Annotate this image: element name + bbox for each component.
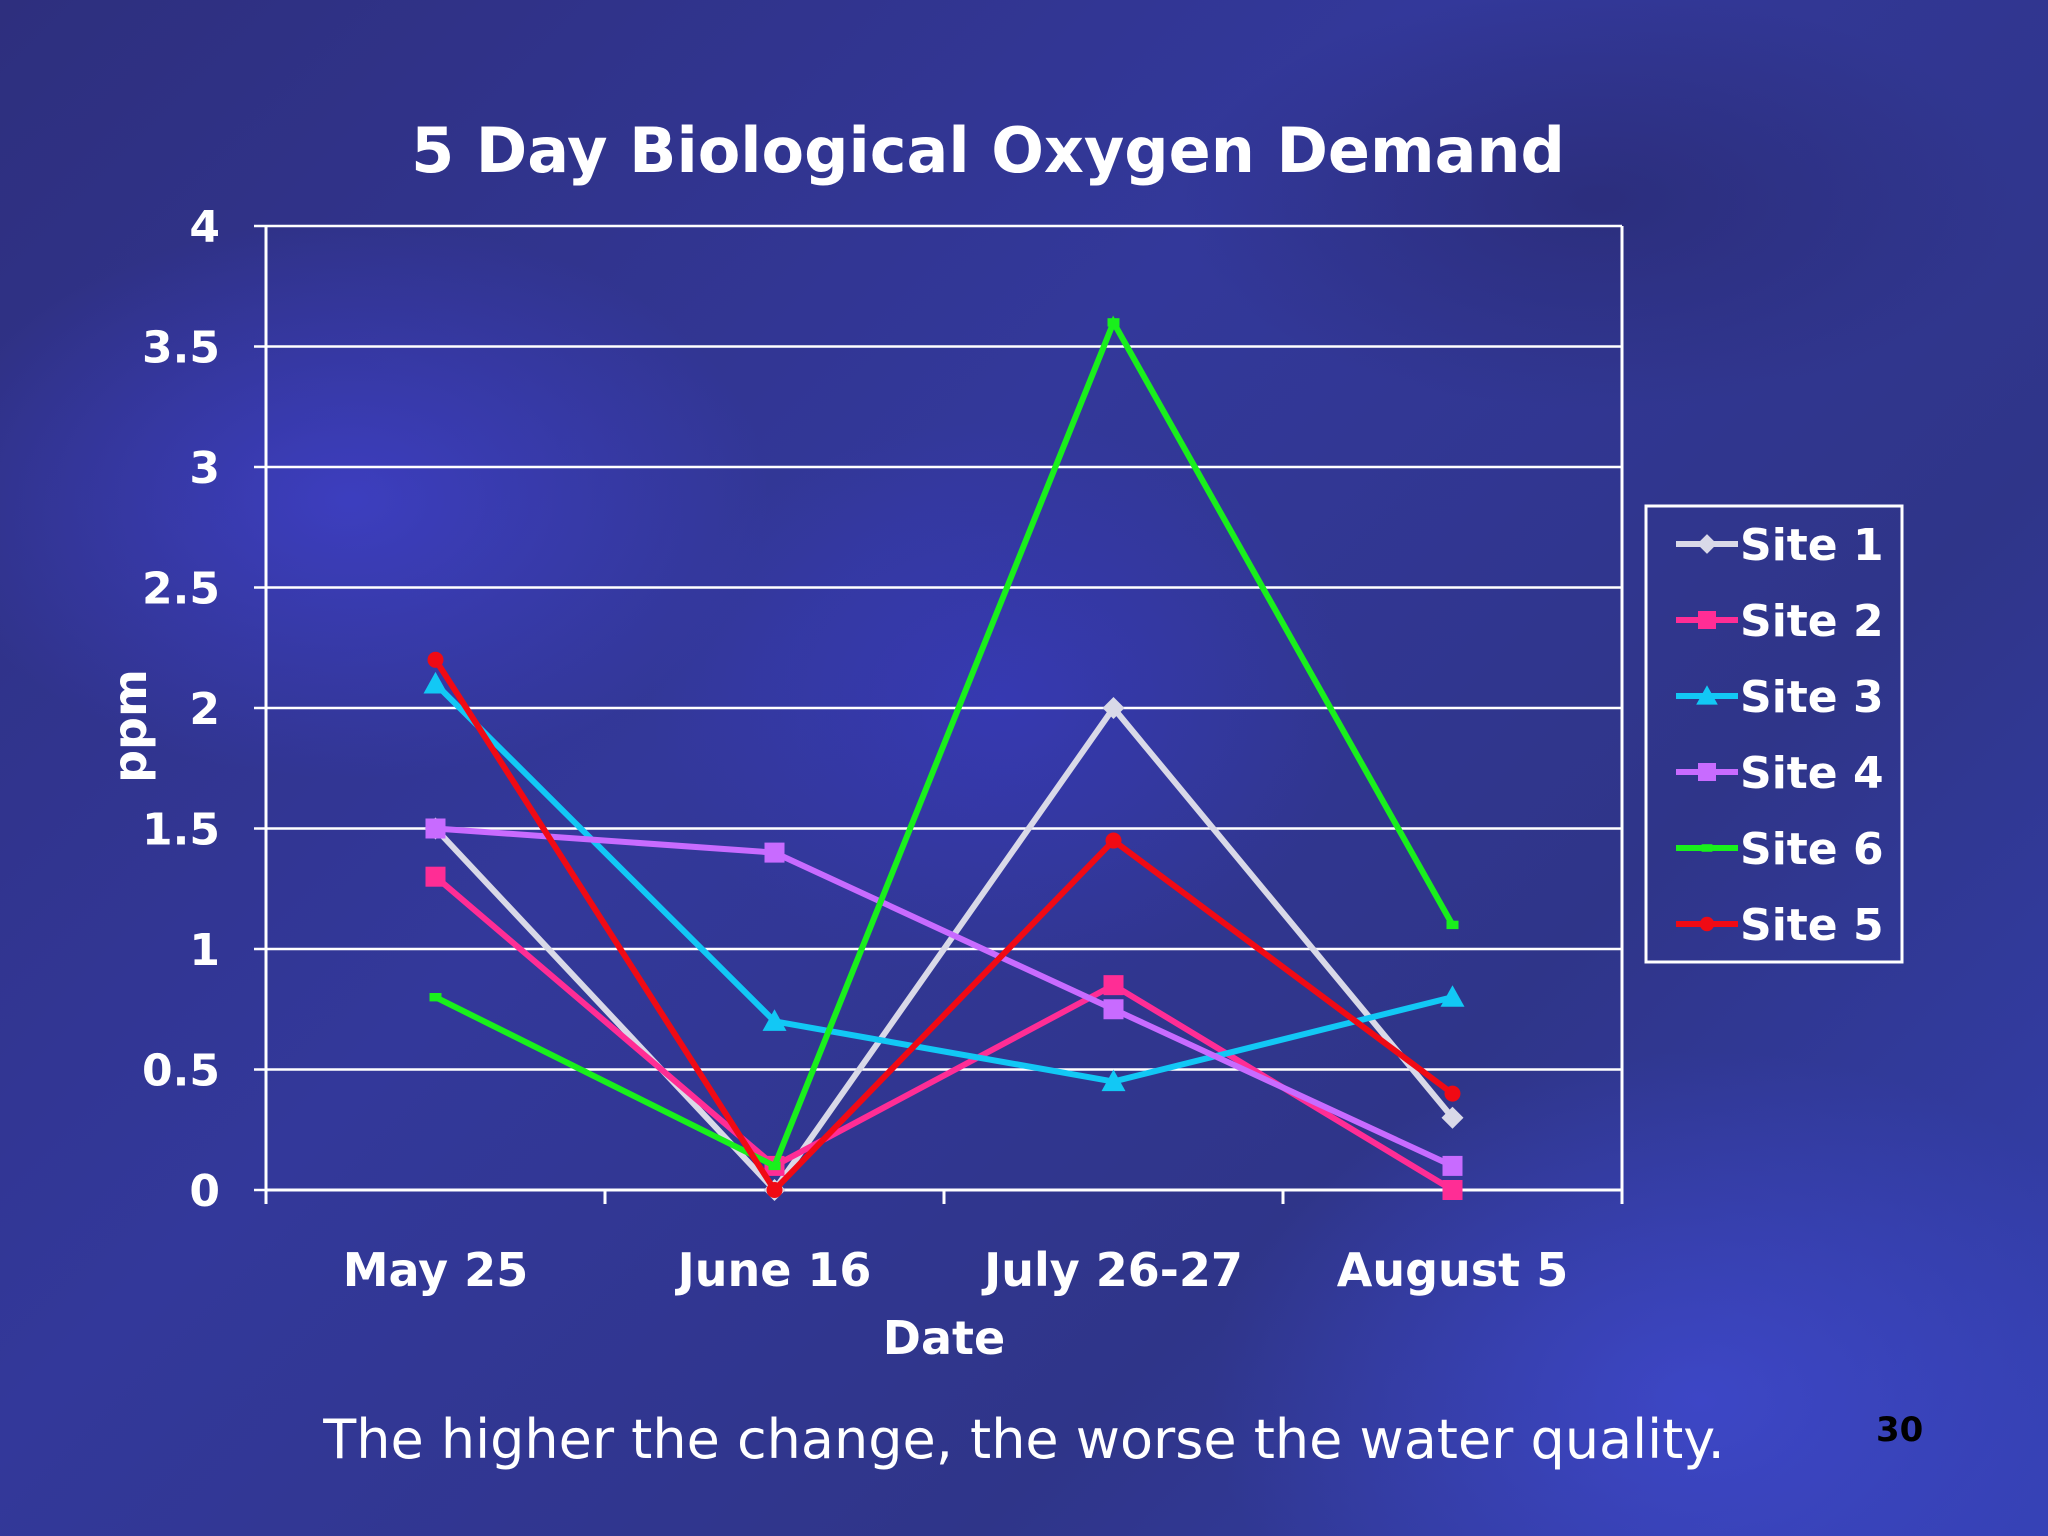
- legend-item: Site 3: [1676, 672, 1884, 723]
- y-tick-label: 1: [189, 925, 220, 976]
- slide-number: 30: [1876, 1410, 1924, 1450]
- data-point: [768, 1161, 781, 1171]
- data-point: [1444, 1085, 1461, 1102]
- legend-item: Site 4: [1676, 748, 1884, 799]
- series-line: [433, 681, 1454, 1085]
- data-point: [1698, 763, 1716, 781]
- data-point: [1103, 999, 1124, 1020]
- series-line: [432, 658, 1455, 1195]
- data-point: [429, 993, 442, 1002]
- data-point: [1698, 611, 1716, 629]
- series-line: [433, 703, 1455, 1195]
- data-point: [1440, 985, 1465, 1007]
- legend-item: Site 6: [1676, 824, 1884, 875]
- y-tick-label: 0.5: [142, 1046, 220, 1097]
- data-point: [1101, 1069, 1126, 1092]
- series-line: [434, 315, 1456, 1171]
- x-axis-label: Date: [883, 1311, 1005, 1365]
- y-tick-label: 3.5: [142, 323, 220, 374]
- data-point: [1696, 685, 1718, 705]
- y-tick-label: 0: [189, 1166, 220, 1217]
- data-point: [1701, 844, 1713, 852]
- y-tick-label: 3: [189, 443, 220, 494]
- data-point: [1103, 975, 1124, 996]
- x-tick-label: August 5: [1337, 1243, 1568, 1297]
- slide-caption: The higher the change, the worse the wat…: [323, 1408, 1725, 1471]
- series-site-3: [423, 671, 1465, 1092]
- data-point: [764, 842, 785, 863]
- legend-item: Site 2: [1676, 596, 1884, 647]
- chart-title: 5 Day Biological Oxygen Demand: [411, 114, 1565, 187]
- axes: [264, 226, 1624, 1204]
- y-tick-label: 2.5: [142, 564, 220, 615]
- x-tick-label: May 25: [343, 1243, 528, 1297]
- legend-label: Site 3: [1740, 672, 1884, 723]
- x-tick-label: June 16: [675, 1243, 872, 1297]
- legend-label: Site 1: [1740, 520, 1884, 571]
- data-point: [1442, 1180, 1463, 1200]
- data-point: [1446, 920, 1459, 930]
- data-point: [1105, 832, 1122, 849]
- data-point: [423, 671, 448, 694]
- series-site-5: [427, 651, 1461, 1198]
- data-point: [1441, 1106, 1464, 1129]
- y-tick-label: 1.5: [142, 805, 220, 856]
- y-tick-label: 2: [189, 684, 220, 735]
- data-point: [762, 1009, 787, 1031]
- series-site-4: [425, 818, 1463, 1176]
- legend-item: Site 1: [1676, 520, 1884, 571]
- legend-label: Site 5: [1740, 900, 1884, 951]
- data-point: [1107, 318, 1120, 327]
- data-point: [766, 1182, 783, 1198]
- data-point: [427, 651, 444, 668]
- legend-box: [1644, 504, 1904, 964]
- data-point: [1442, 1155, 1463, 1176]
- series-lines: [423, 315, 1465, 1201]
- data-point: [425, 866, 446, 887]
- legend-label: Site 4: [1740, 748, 1884, 799]
- data-point: [1102, 697, 1125, 719]
- legend-label: Site 2: [1740, 596, 1884, 647]
- data-point: [1697, 534, 1717, 554]
- series-site-6: [429, 315, 1459, 1171]
- series-line: [435, 825, 1454, 1169]
- y-tick-label: 4: [189, 202, 220, 253]
- x-tick-labels: May 25 June 16 July 26-27 August 5: [343, 1243, 1568, 1297]
- y-axis-label: ppm: [103, 669, 157, 783]
- y-tick-labels: 0 0.5 1 1.5 2 2.5 3 3.5 4: [142, 202, 220, 1217]
- legend: Site 1 Site 2 Site 3 Site 4 Site 6 Site 5: [1644, 504, 1904, 964]
- x-tick-label: July 26-27: [981, 1243, 1243, 1297]
- data-point: [1699, 916, 1715, 932]
- legend-item: Site 5: [1676, 900, 1884, 951]
- legend-label: Site 6: [1740, 824, 1884, 875]
- data-point: [425, 818, 446, 839]
